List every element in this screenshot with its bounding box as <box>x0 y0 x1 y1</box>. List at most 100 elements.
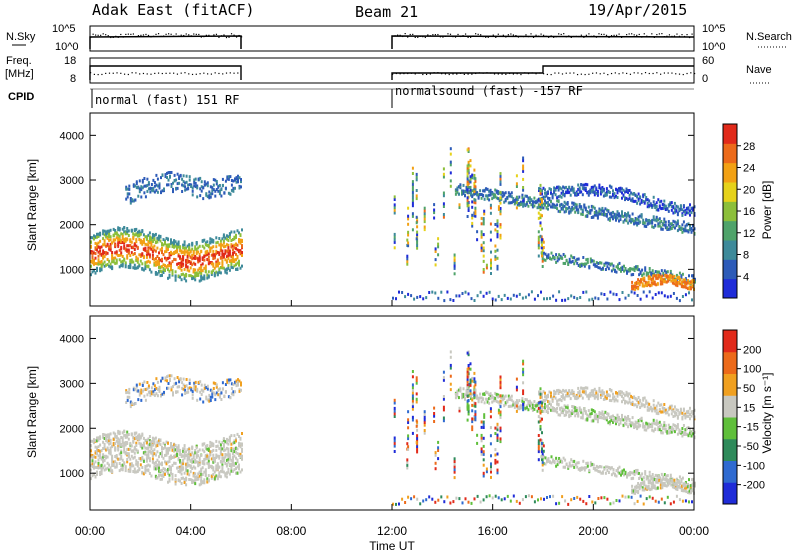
heatmap-cell <box>494 195 497 199</box>
heatmap-cell <box>153 461 156 465</box>
heatmap-cell <box>551 409 554 413</box>
colorbar-tick-label: 12 <box>743 228 755 240</box>
nave-dot <box>157 72 160 74</box>
heatmap-cell <box>216 466 219 470</box>
heatmap-cell <box>608 195 611 199</box>
heatmap-cell <box>651 204 654 208</box>
heatmap-cell <box>675 273 678 277</box>
heatmap-cell <box>556 185 559 189</box>
heatmap-cell <box>167 374 170 378</box>
heatmap-cell <box>150 188 153 192</box>
heatmap-cell <box>108 436 111 440</box>
heatmap-cell <box>200 272 203 275</box>
heatmap-cell <box>589 191 592 195</box>
heatmap-cell <box>163 390 165 394</box>
heatmap-cell <box>578 190 581 194</box>
heatmap-cell <box>513 202 516 206</box>
heatmap-cell <box>97 445 100 449</box>
heatmap-cell <box>457 396 460 400</box>
heatmap-cell <box>563 413 566 417</box>
heatmap-cell <box>649 277 652 281</box>
heatmap-cell <box>625 419 628 423</box>
heatmap-cell <box>692 427 694 431</box>
heatmap-cell <box>664 224 667 228</box>
heatmap-cell <box>161 474 163 478</box>
heatmap-cell <box>170 374 173 378</box>
heatmap-cell <box>121 232 124 236</box>
heatmap-cell <box>111 445 114 448</box>
heatmap-cell <box>636 201 639 205</box>
heatmap-cell <box>142 472 145 476</box>
heatmap-cell <box>146 184 149 187</box>
heatmap-cell <box>586 418 589 422</box>
heatmap-cell <box>599 416 602 420</box>
heatmap-cell <box>670 208 673 212</box>
heatmap-cell <box>147 463 150 467</box>
heatmap-cell <box>513 405 516 409</box>
heatmap-cell <box>230 188 233 192</box>
heatmap-cell <box>652 215 655 219</box>
heatmap-cell <box>147 386 150 389</box>
heatmap-cell <box>660 227 663 231</box>
heatmap-cell <box>179 256 182 260</box>
heatmap-cell <box>600 267 603 271</box>
heatmap-cell <box>595 186 598 190</box>
heatmap-cell <box>518 202 521 205</box>
heatmap-cell <box>183 453 186 457</box>
nave-dot <box>437 72 439 74</box>
heatmap-cell <box>149 393 152 397</box>
heatmap-cell <box>496 235 499 239</box>
heatmap-cell <box>423 225 426 229</box>
heatmap-cell <box>138 468 141 472</box>
heatmap-cell <box>105 263 108 267</box>
colorbar-tick-label: 16 <box>743 206 755 218</box>
nsearch-dot <box>464 33 467 35</box>
heatmap-cell <box>612 267 615 271</box>
heatmap-cell <box>141 389 144 393</box>
heatmap-cell <box>692 228 694 232</box>
heatmap-cell <box>580 212 583 216</box>
heatmap-cell <box>241 454 243 458</box>
heatmap-cell <box>577 264 580 267</box>
nsearch-dot <box>162 35 165 37</box>
heatmap-cell <box>167 386 170 390</box>
heatmap-cell <box>117 254 120 257</box>
heatmap-cell <box>572 207 575 211</box>
heatmap-cell <box>637 199 640 203</box>
heatmap-cell <box>599 208 602 212</box>
heatmap-cell <box>150 247 153 251</box>
heatmap-cell <box>138 253 141 257</box>
heatmap-cell <box>161 454 163 458</box>
heatmap-cell <box>636 195 639 199</box>
heatmap-cell <box>185 180 188 184</box>
heatmap-cell <box>103 260 106 264</box>
heatmap-cell <box>655 219 658 223</box>
heatmap-cell <box>151 256 154 260</box>
heatmap-cell <box>148 235 151 239</box>
heatmap-cell <box>156 380 159 384</box>
heatmap-cell <box>112 462 115 466</box>
heatmap-cell <box>203 238 206 242</box>
heatmap-cell <box>577 411 580 415</box>
heatmap-cell <box>637 197 640 201</box>
heatmap-cell <box>134 184 137 188</box>
heatmap-cell <box>191 481 194 484</box>
heatmap-cell <box>480 249 483 253</box>
heatmap-cell <box>637 215 640 219</box>
heatmap-cell <box>227 395 230 399</box>
heatmap-cell <box>592 419 595 423</box>
heatmap-cell <box>194 271 197 275</box>
heatmap-cell <box>594 296 597 300</box>
heatmap-cell <box>669 269 672 273</box>
heatmap-cell <box>97 454 100 458</box>
heatmap-cell <box>198 252 201 256</box>
heatmap-cell <box>521 397 524 401</box>
heatmap-cell <box>173 242 176 246</box>
heatmap-cell <box>93 462 95 466</box>
heatmap-cell <box>525 201 528 205</box>
heatmap-cell <box>642 199 645 203</box>
heatmap-cell <box>208 196 211 200</box>
nsearch-dot <box>137 35 140 37</box>
heatmap-cell <box>235 252 237 256</box>
heatmap-cell <box>562 388 565 392</box>
